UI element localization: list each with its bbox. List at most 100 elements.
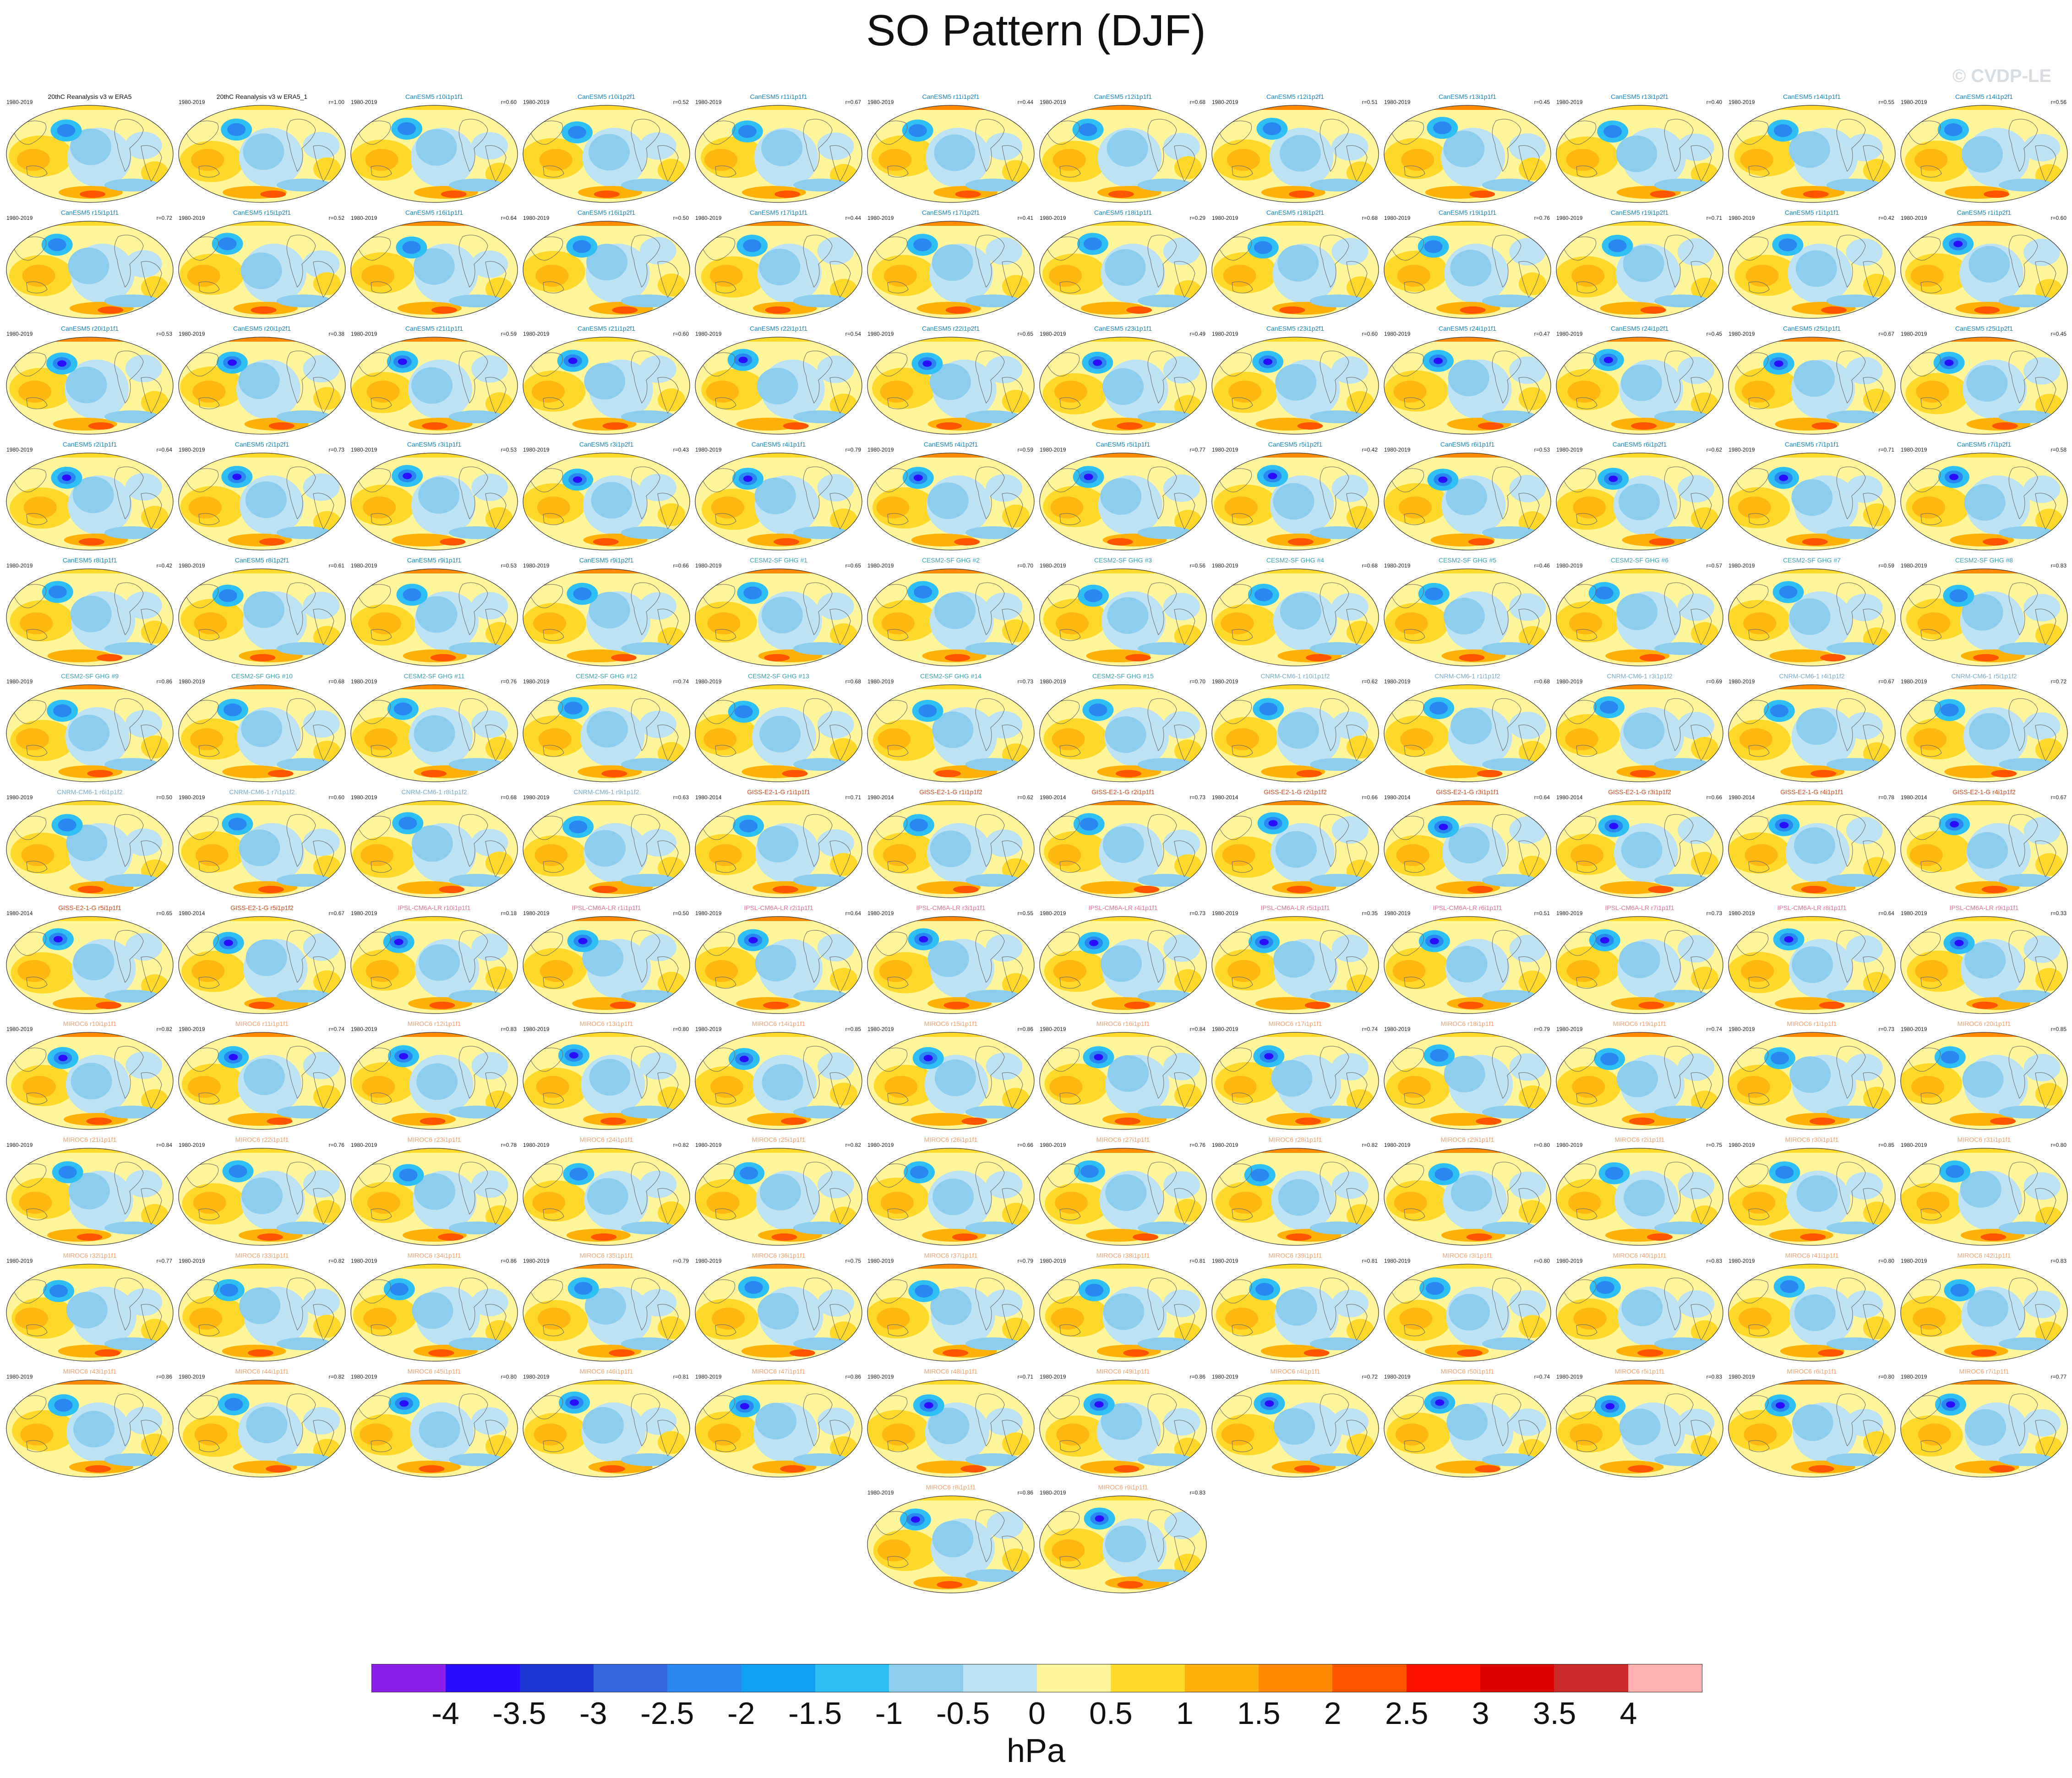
map-panel: CanESM5 r5i1p1f1 1980-2019 r=0.77	[1037, 438, 1209, 554]
world-map	[867, 453, 1035, 551]
panel-period: 1980-2019	[1901, 331, 1927, 337]
world-map	[1039, 684, 1207, 782]
panel-correlation: r=0.76	[501, 678, 517, 685]
panel-period: 1980-2019	[179, 794, 205, 801]
panel-period: 1980-2019	[1901, 1258, 1927, 1264]
world-map	[867, 1380, 1035, 1478]
panel-period: 1980-2019	[1212, 1374, 1238, 1380]
world-map	[350, 453, 518, 551]
panel-correlation: r=0.57	[1706, 562, 1722, 569]
map-panel: CNRM-CM6-1 r4i1p1f2 1980-2019 r=0.67	[1726, 670, 1898, 785]
panel-title: MIROC6 r40i1p1f1	[1613, 1252, 1667, 1259]
panel-correlation: r=0.65	[1017, 331, 1033, 337]
panel-period: 1980-2019	[867, 447, 894, 453]
panel-period: 1980-2019	[6, 678, 33, 685]
world-map	[1900, 568, 2068, 666]
world-map	[178, 453, 346, 551]
panel-correlation: r=0.81	[1362, 1258, 1378, 1264]
world-map	[1900, 1148, 2068, 1246]
colorbar-tick-label: 0.5	[1089, 1696, 1133, 1731]
panel-title: GISS-E2-1-G r2i1p1f2	[1264, 788, 1327, 796]
map-panel: CESM2-SF GHG #9 1980-2019 r=0.86	[4, 670, 176, 785]
panel-correlation: r=0.56	[2050, 99, 2067, 105]
panel-period: 1980-2019	[1384, 678, 1411, 685]
map-panel: CanESM5 r14i1p2f1 1980-2019 r=0.56	[1898, 91, 2070, 206]
map-panel: IPSL-CM6A-LR r1i1p1f1 1980-2019 r=0.50	[520, 902, 692, 1017]
world-map	[523, 1148, 690, 1246]
world-map	[1211, 105, 1379, 203]
panel-period: 1980-2014	[1901, 794, 1927, 801]
colorbar-swatch	[1554, 1664, 1628, 1692]
panel-correlation: r=0.59	[1017, 447, 1033, 453]
world-map	[1211, 1148, 1379, 1246]
panel-period: 1980-2019	[1212, 678, 1238, 685]
panel-period: 1980-2019	[1556, 99, 1583, 105]
map-panel: CanESM5 r21i1p2f1 1980-2019 r=0.60	[520, 322, 692, 438]
world-map	[1039, 1032, 1207, 1130]
panel-correlation: r=0.74	[1362, 1026, 1378, 1032]
panel-period: 1980-2019	[1040, 678, 1066, 685]
map-panel: CanESM5 r12i1p2f1 1980-2019 r=0.51	[1209, 91, 1381, 206]
panel-title: IPSL-CM6A-LR r5i1p1f1	[1260, 904, 1330, 911]
colorbar-swatch	[519, 1664, 594, 1692]
map-panel: GISS-E2-1-G r2i1p1f1 1980-2014 r=0.73	[1037, 786, 1209, 901]
panel-title: CanESM5 r9i1p2f1	[579, 556, 634, 564]
panel-correlation: r=0.55	[1878, 99, 1894, 105]
world-map	[695, 105, 862, 203]
panel-correlation: r=0.68	[328, 678, 344, 685]
panel-period: 1980-2019	[1728, 1142, 1755, 1148]
panel-period: 1980-2019	[1040, 99, 1066, 105]
panel-correlation: r=0.80	[1534, 1142, 1550, 1148]
panel-title: CanESM5 r20i1p1f1	[60, 325, 119, 332]
world-map	[1900, 337, 2068, 435]
panel-correlation: r=0.38	[328, 331, 344, 337]
panel-correlation: r=0.71	[1878, 447, 1894, 453]
panel-period: 1980-2019	[695, 1026, 722, 1032]
panel-period: 1980-2014	[1384, 794, 1411, 801]
map-panel: GISS-E2-1-G r3i1p1f1 1980-2014 r=0.64	[1381, 786, 1554, 901]
panel-period: 1980-2019	[1901, 678, 1927, 685]
colorbar-tick-label: -0.5	[936, 1696, 990, 1731]
panel-title: MIROC6 r41i1p1f1	[1785, 1252, 1839, 1259]
world-map	[6, 800, 174, 898]
panel-title: MIROC6 r10i1p1f1	[63, 1020, 117, 1027]
world-map	[1556, 1380, 1723, 1478]
panel-correlation: r=0.74	[328, 1026, 344, 1032]
map-panel: CESM2-SF GHG #12 1980-2019 r=0.74	[520, 670, 692, 785]
map-panel: MIROC6 r24i1p1f1 1980-2019 r=0.82	[520, 1134, 692, 1249]
panel-title: MIROC6 r4i1p1f1	[1270, 1368, 1320, 1375]
panel-title: CanESM5 r12i1p1f1	[1094, 93, 1152, 100]
panel-correlation: r=0.71	[1706, 215, 1722, 221]
world-map	[1900, 1032, 2068, 1130]
panel-correlation: r=0.55	[1017, 910, 1033, 916]
panel-title: CESM2-SF GHG #1	[749, 556, 808, 564]
world-map	[1039, 1380, 1207, 1478]
panel-period: 1980-2019	[1556, 910, 1583, 916]
world-map	[1039, 916, 1207, 1014]
colorbar-tick-label: -1.5	[788, 1696, 842, 1731]
world-map	[1900, 1264, 2068, 1362]
panel-correlation: r=0.64	[1534, 794, 1550, 801]
panel-correlation: r=0.68	[1362, 215, 1378, 221]
panel-title: CanESM5 r15i1p1f1	[60, 209, 119, 216]
colorbar-swatch	[1036, 1664, 1111, 1692]
world-map	[523, 916, 690, 1014]
world-map	[1900, 105, 2068, 203]
map-panel: MIROC6 r21i1p1f1 1980-2019 r=0.84	[4, 1134, 176, 1249]
panel-correlation: r=0.80	[1534, 1258, 1550, 1264]
world-map	[1556, 337, 1723, 435]
panel-period: 1980-2019	[1556, 1142, 1583, 1148]
panel-title: CanESM5 r6i1p2f1	[1612, 441, 1667, 448]
map-panel: CESM2-SF GHG #5 1980-2019 r=0.46	[1381, 554, 1554, 670]
panel-title: MIROC6 r44i1p1f1	[235, 1368, 289, 1375]
panel-correlation: r=0.60	[2050, 215, 2067, 221]
world-map	[867, 800, 1035, 898]
panel-period: 1980-2019	[695, 447, 722, 453]
panel-period: 1980-2019	[179, 447, 205, 453]
map-panel: MIROC6 r23i1p1f1 1980-2019 r=0.78	[348, 1134, 520, 1249]
panel-correlation: r=0.63	[673, 794, 689, 801]
map-panel: CNRM-CM6-1 r3i1p1f2 1980-2019 r=0.69	[1554, 670, 1726, 785]
panel-title: CanESM5 r15i1p2f1	[233, 209, 291, 216]
panel-title: MIROC6 r21i1p1f1	[63, 1136, 117, 1143]
world-map	[867, 105, 1035, 203]
